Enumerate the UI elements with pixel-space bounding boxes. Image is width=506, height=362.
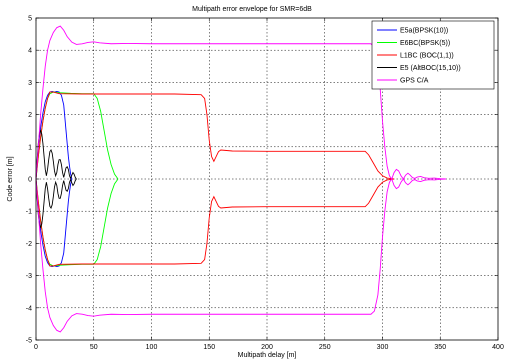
y-tick-label: 2 (28, 112, 32, 119)
x-tick-label: 100 (146, 344, 158, 351)
x-tick-label: 250 (319, 344, 331, 351)
y-axis-label: Code error [m] (7, 156, 14, 201)
y-tick-label: -5 (26, 338, 32, 345)
series-gps-c-a-lower (35, 178, 447, 333)
legend-entry-label: E5 (AltBOC(15,10)) (400, 65, 461, 72)
series-l1bc-boc-1-1-upper (35, 91, 395, 180)
y-tick-label: 1 (28, 144, 32, 151)
y-tick-label: -1 (26, 209, 32, 216)
x-tick-label: 200 (261, 344, 273, 351)
y-tick-label: 4 (28, 48, 32, 55)
x-tick-label: 350 (434, 344, 446, 351)
y-tick-label: 5 (28, 16, 32, 23)
y-axis-ticks: 5 4 3 2 1 0 -1 -2 -3 -4 -5 (26, 16, 498, 345)
y-tick-label: 0 (28, 177, 32, 184)
series-e5-altboc-15-10-lower (35, 178, 77, 229)
y-tick-label: -2 (26, 241, 32, 248)
plot-series (35, 25, 447, 333)
x-axis-ticks: 0 50 100 150 200 250 300 350 400 (34, 18, 504, 351)
x-tick-label: 0 (34, 344, 38, 351)
series-e5-altboc-15-10-upper (35, 129, 77, 180)
chart-title: Multipath error envelope for SMR=6dB (192, 6, 312, 13)
series-l1bc-boc-1-1-lower (35, 178, 395, 267)
x-axis-label: Multipath delay [m] (238, 352, 297, 359)
legend: E5a(BPSK(10)) E6BC(BPSK(5)) L1BC (BOC(1,1)… (371, 20, 495, 90)
legend-entry-label: E6BC(BPSK(5)) (400, 40, 450, 47)
x-tick-label: 400 (492, 344, 504, 351)
legend-entry-label: E5a(BPSK(10)) (400, 28, 448, 35)
y-tick-label: 3 (28, 80, 32, 87)
series-e5a-bpsk-10-upper (35, 90, 73, 180)
series-e5a-bpsk-10-lower (35, 178, 73, 268)
legend-entry-label: GPS C/A (400, 78, 429, 85)
y-tick-label: -4 (26, 305, 32, 312)
x-tick-label: 50 (90, 344, 98, 351)
x-tick-label: 150 (203, 344, 215, 351)
legend-entry-label: L1BC (BOC(1,1)) (400, 53, 454, 60)
x-tick-label: 300 (377, 344, 389, 351)
y-tick-label: -3 (26, 273, 32, 280)
